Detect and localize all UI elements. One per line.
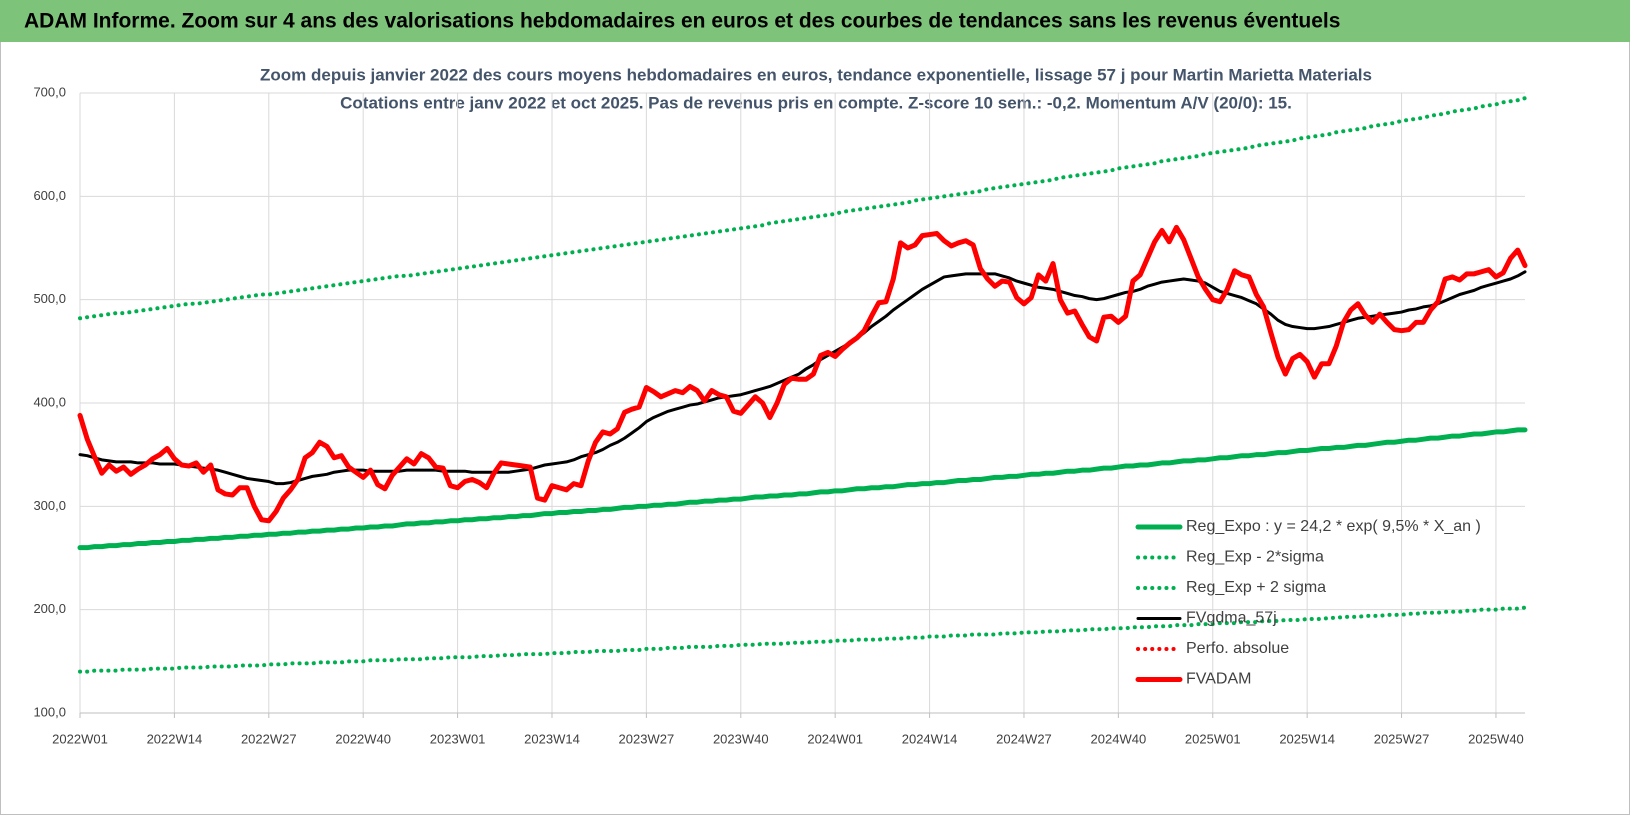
legend-label: FVADAM bbox=[1186, 671, 1251, 688]
series-line bbox=[78, 96, 1527, 321]
plot bbox=[77, 96, 1528, 674]
y-tick-label: 100,0 bbox=[33, 704, 66, 719]
x-tick-label: 2022W14 bbox=[147, 731, 203, 746]
legend: Reg_Expo : y = 24,2 * exp( 9,5% * X_an )… bbox=[1135, 518, 1481, 688]
series-line bbox=[78, 605, 1527, 674]
x-tick-label: 2022W40 bbox=[335, 731, 391, 746]
x-tick-label: 2024W14 bbox=[902, 731, 958, 746]
header-title: ADAM Informe. Zoom sur 4 ans des valoris… bbox=[24, 10, 1340, 33]
x-tick-label: 2023W01 bbox=[430, 731, 486, 746]
chart-title: Zoom depuis janvier 2022 des cours moyen… bbox=[260, 65, 1372, 84]
series-line bbox=[77, 427, 1528, 551]
x-tick-label: 2025W01 bbox=[1185, 731, 1241, 746]
series-line bbox=[77, 224, 1528, 524]
y-tick-label: 700,0 bbox=[33, 84, 66, 99]
x-tick-label: 2023W27 bbox=[619, 731, 675, 746]
x-tick-label: 2025W27 bbox=[1374, 731, 1430, 746]
legend-label: Perfo. absolue bbox=[1186, 640, 1289, 657]
legend-label: Reg_Expo : y = 24,2 * exp( 9,5% * X_an ) bbox=[1186, 518, 1481, 535]
y-tick-label: 300,0 bbox=[33, 498, 66, 513]
x-tick-label: 2024W40 bbox=[1091, 731, 1147, 746]
x-tick-label: 2025W40 bbox=[1468, 731, 1524, 746]
x-tick-label: 2022W01 bbox=[52, 731, 108, 746]
x-tick-label: 2024W27 bbox=[996, 731, 1052, 746]
legend-label: Reg_Exp - 2*sigma bbox=[1186, 549, 1324, 566]
x-tick-label: 2023W40 bbox=[713, 731, 769, 746]
y-tick-label: 500,0 bbox=[33, 291, 66, 306]
y-tick-label: 200,0 bbox=[33, 601, 66, 616]
y-tick-label: 400,0 bbox=[33, 394, 66, 409]
chart-subtitle: Cotations entre janv 2022 et oct 2025. P… bbox=[340, 93, 1292, 112]
header-bar bbox=[0, 0, 1630, 42]
series-line bbox=[78, 270, 1527, 486]
x-tick-label: 2024W01 bbox=[807, 731, 863, 746]
x-tick-label: 2023W14 bbox=[524, 731, 580, 746]
legend-label: Reg_Exp + 2 sigma bbox=[1186, 579, 1326, 596]
grid: 100,0 200,0 300,0 400,0 500,0 600,0 700,0 2022W… bbox=[33, 84, 1525, 746]
y-tick-label: 600,0 bbox=[33, 188, 66, 203]
x-tick-label: 2025W14 bbox=[1279, 731, 1335, 746]
legend-label: FVgdma_57j bbox=[1186, 610, 1277, 627]
x-tick-label: 2022W27 bbox=[241, 731, 297, 746]
